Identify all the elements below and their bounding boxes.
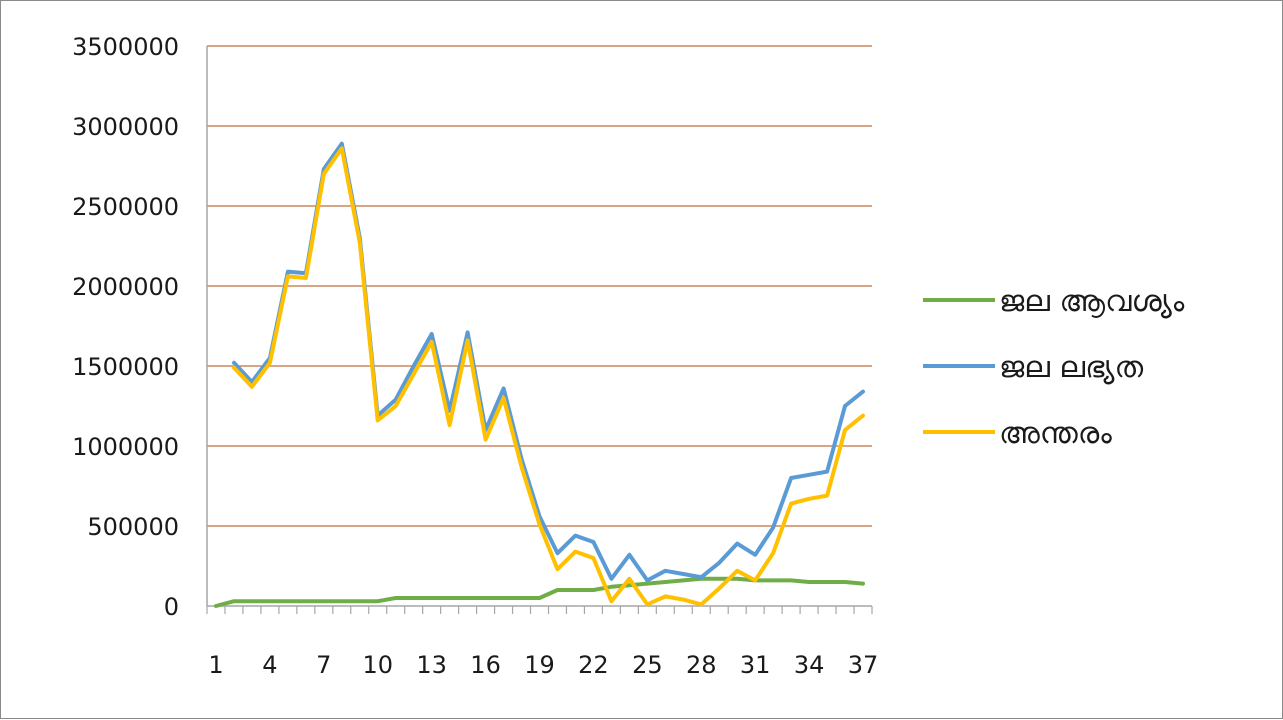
x-tick-label: 7 <box>316 651 331 679</box>
y-tick-label: 3000000 <box>72 113 179 141</box>
x-tick-label: 28 <box>686 651 717 679</box>
legend-label: ജല ലഭ്യത <box>999 350 1143 385</box>
gridlines <box>207 45 872 527</box>
x-tick-label: 19 <box>524 651 555 679</box>
series-lines <box>214 141 865 608</box>
series-line-2 <box>232 141 865 583</box>
series-line-3 <box>232 146 865 607</box>
x-tick-label: 31 <box>740 651 771 679</box>
y-tick-label: 1000000 <box>72 433 179 461</box>
y-tick-label: 3500000 <box>72 33 179 61</box>
x-tick-label: 16 <box>470 651 501 679</box>
y-tick-label: 500000 <box>87 513 179 541</box>
legend: ജല ആവശ്യം ജല ലഭ്യത അന്തരം <box>923 284 1185 451</box>
legend-label: അന്തരം <box>999 416 1112 451</box>
x-tick-labels: 1 4 7 10 13 16 19 22 25 28 31 34 37 <box>208 651 878 679</box>
x-tick-label: 37 <box>848 651 879 679</box>
x-tick-label: 4 <box>262 651 277 679</box>
y-tick-label: 2500000 <box>72 193 179 221</box>
x-tick-label: 34 <box>794 651 825 679</box>
x-tick-label: 1 <box>208 651 223 679</box>
y-tick-label: 0 <box>164 593 179 621</box>
series-line-1 <box>214 576 865 608</box>
y-tick-labels: 0 500000 1000000 1500000 2000000 2500000 30000… <box>72 33 179 621</box>
y-tick-label: 2000000 <box>72 273 179 301</box>
x-tick-label: 10 <box>362 651 393 679</box>
axes <box>206 46 873 614</box>
x-tick-label: 13 <box>416 651 447 679</box>
legend-label: ജല ആവശ്യം <box>999 284 1185 319</box>
y-tick-label: 1500000 <box>72 353 179 381</box>
x-tick-label: 25 <box>632 651 663 679</box>
x-tick-label: 22 <box>578 651 609 679</box>
